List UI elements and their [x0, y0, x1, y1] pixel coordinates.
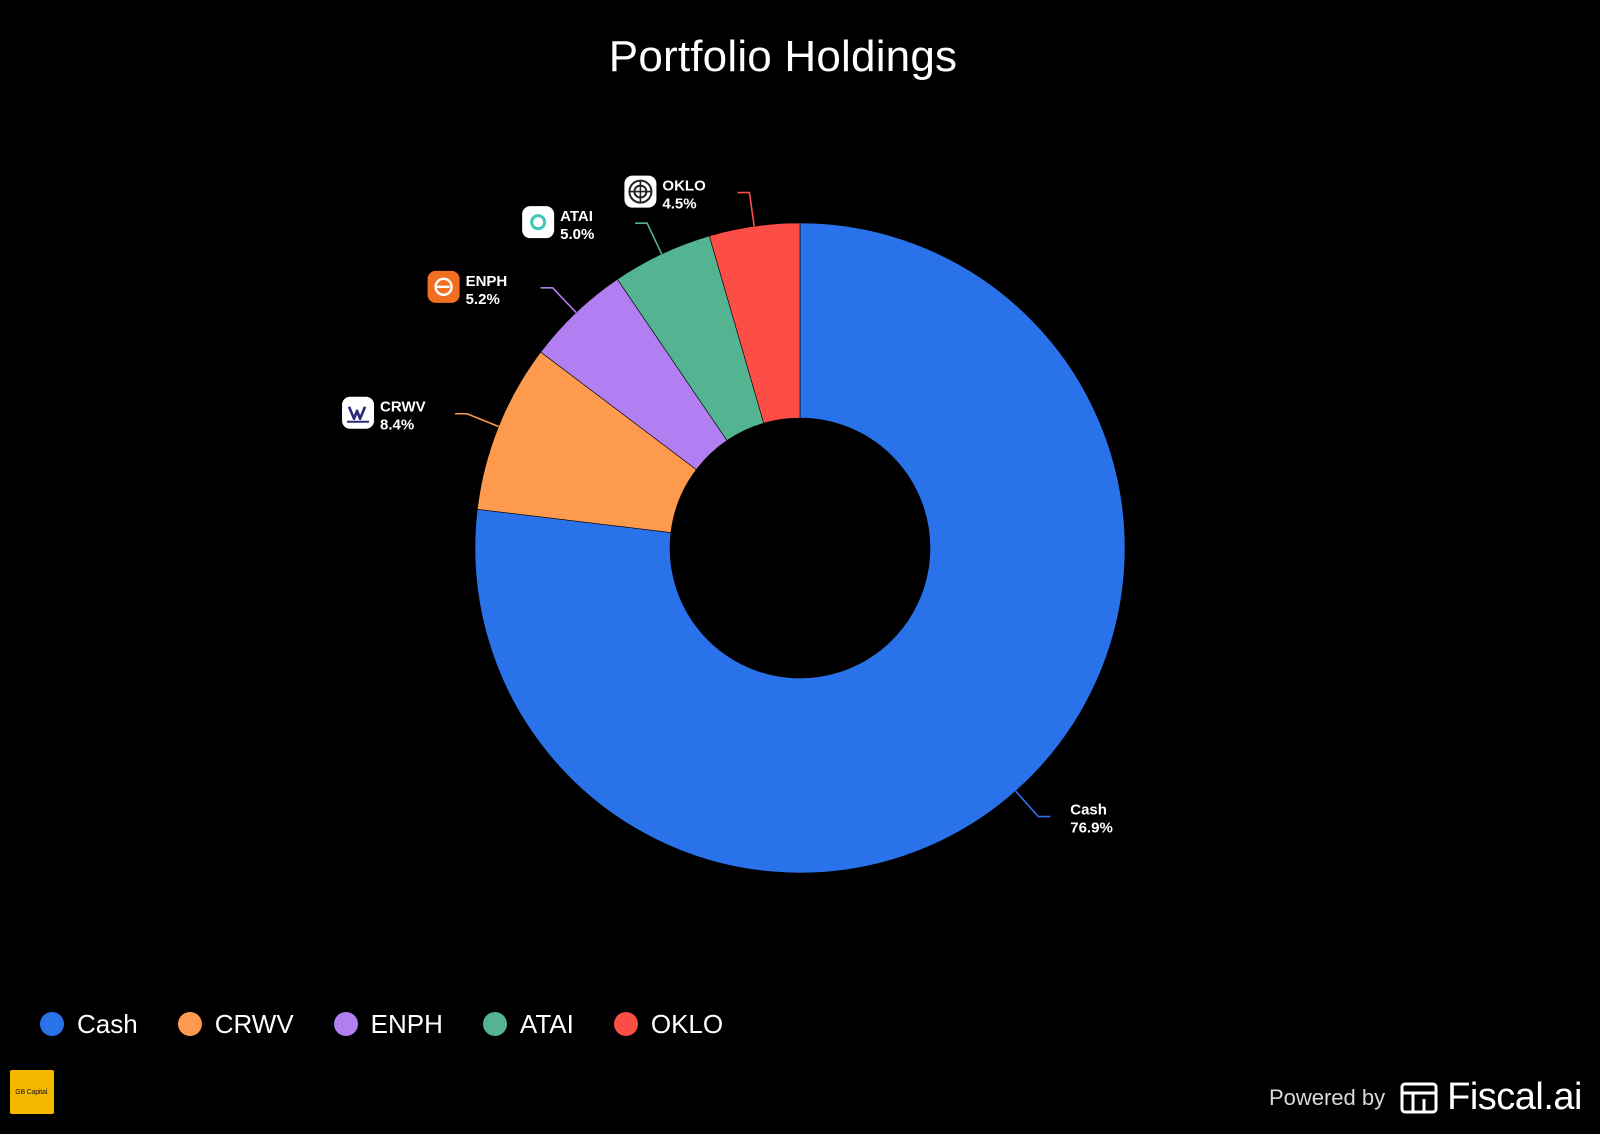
leader-line-cash: [1015, 790, 1051, 818]
legend-swatch: [40, 1012, 64, 1036]
donut-slices: [474, 222, 1126, 874]
atai-logo-icon: [522, 206, 555, 239]
chart-title: Portfolio Holdings: [608, 32, 958, 81]
legend-item-crwv[interactable]: CRWV: [177, 1008, 294, 1040]
legend-label: CRWV: [214, 1008, 294, 1039]
legend-item-cash[interactable]: Cash: [40, 1009, 138, 1040]
enphase-logo-icon: [427, 270, 460, 303]
legend-item-oklo[interactable]: OKLO: [613, 1008, 724, 1040]
legend-swatch: [333, 1012, 358, 1036]
slice-label-percent: 5.0%: [560, 226, 594, 243]
legend-label: ATAI: [519, 1008, 574, 1039]
leader-line-atai: [635, 222, 663, 255]
slice-label-name: ENPH: [466, 273, 508, 290]
legend-item-atai[interactable]: ATAI: [482, 1008, 574, 1040]
fiscal-logo-icon: [1400, 1082, 1438, 1113]
legend-swatch: [177, 1012, 202, 1036]
slice-label-name: CRWV: [380, 399, 426, 416]
brand-badge: GB Capital.: [10, 1070, 54, 1114]
coreweave-logo-icon: [342, 396, 375, 429]
legend-item-enph[interactable]: ENPH: [333, 1008, 443, 1040]
slice-label-name: Cash: [1070, 802, 1107, 819]
oklo-logo-icon: [624, 175, 657, 208]
slice-cash[interactable]: [474, 222, 1126, 874]
legend-label: Cash: [77, 1008, 138, 1039]
powered-by-text: Powered by: [1268, 1084, 1386, 1110]
slice-label-name: ATAI: [560, 208, 593, 225]
slice-icons: [342, 175, 657, 429]
leader-line-enph: [540, 287, 577, 314]
slice-label-name: OKLO: [662, 178, 706, 195]
slice-label-percent: 5.2%: [466, 291, 500, 308]
fiscal-brand-name: Fiscal.ai: [1447, 1076, 1582, 1118]
chart-legend: Cash CRWV ENPH ATAI OKLO: [40, 1008, 763, 1040]
slice-oklo[interactable]: [708, 222, 801, 424]
leader-line-crwv: [455, 412, 499, 428]
slice-label-percent: 4.5%: [662, 196, 696, 213]
legend-swatch: [482, 1012, 507, 1036]
powered-by: Powered by Fiscal.ai: [1268, 1076, 1583, 1119]
leader-lines: [455, 191, 1051, 818]
slice-label-percent: 76.9%: [1070, 820, 1113, 837]
leader-line-oklo: [737, 191, 755, 227]
legend-swatch: [613, 1012, 638, 1036]
legend-label: ENPH: [370, 1008, 443, 1039]
slice-label-percent: 8.4%: [380, 417, 414, 434]
legend-label: OKLO: [650, 1008, 724, 1039]
